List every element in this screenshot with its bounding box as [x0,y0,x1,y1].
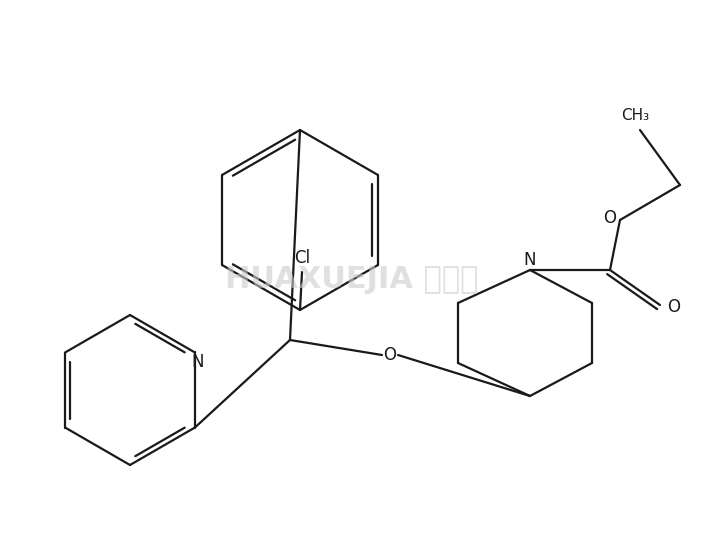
Text: O: O [603,209,617,227]
Text: O: O [384,346,396,364]
Text: O: O [668,298,681,316]
Text: N: N [192,353,204,371]
Text: N: N [524,251,536,269]
Text: Cl: Cl [294,249,310,267]
Text: CH₃: CH₃ [621,109,649,124]
Text: HUAXUEJIA 化学加: HUAXUEJIA 化学加 [225,265,478,295]
